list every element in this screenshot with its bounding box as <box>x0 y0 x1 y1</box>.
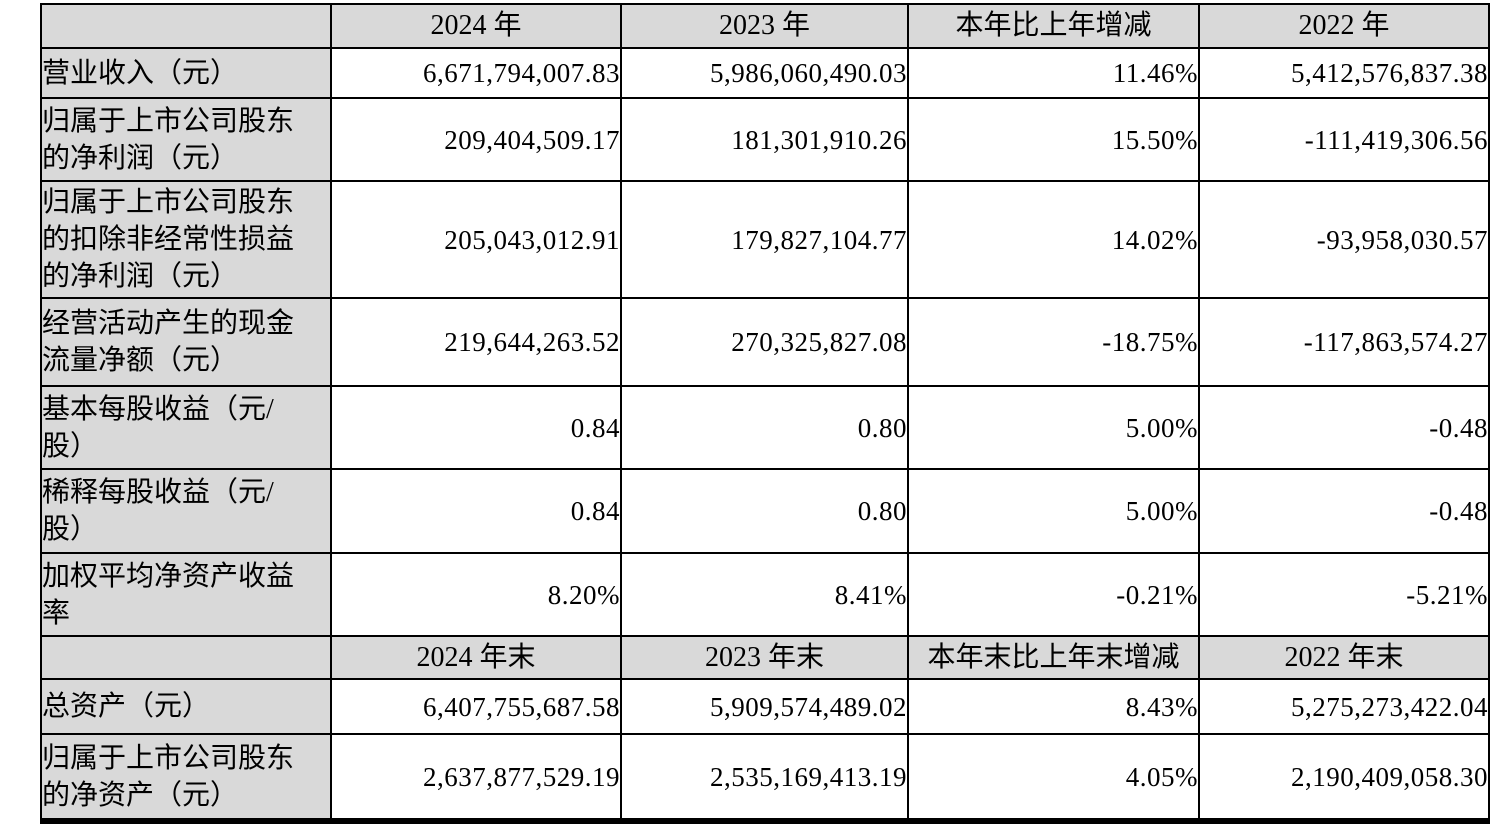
value-2022-cell: 5,412,576,837.38 <box>1198 47 1490 99</box>
value-2023-cell: 181,301,910.26 <box>620 97 909 182</box>
value-2022-cell: -5.21% <box>1198 552 1490 637</box>
value-2023-cell: 179,827,104.77 <box>620 180 909 299</box>
change-cell: 5.00% <box>907 468 1200 554</box>
value-2022-cell: -117,863,574.27 <box>1198 297 1490 387</box>
value-2023-cell: 270,325,827.08 <box>620 297 909 387</box>
header-cell-yearend-change: 本年末比上年末增减 <box>907 635 1200 680</box>
value-2022-cell: -0.48 <box>1198 385 1490 470</box>
value-2022-cell: -0.48 <box>1198 468 1490 554</box>
header-cell-blank <box>40 3 332 49</box>
header-row-annual: 2024 年 2023 年 本年比上年增减 2022 年 <box>40 3 1490 49</box>
row-label-cell: 总资产（元） <box>40 678 332 735</box>
table-row-total-assets: 总资产（元） 6,407,755,687.58 5,909,574,489.02… <box>40 678 1490 735</box>
header-cell-2024-end: 2024 年末 <box>330 635 622 680</box>
change-cell: 14.02% <box>907 180 1200 299</box>
table-row-operating-cash-flow: 经营活动产生的现金 流量净额（元） 219,644,263.52 270,325… <box>40 297 1490 387</box>
row-label-cell: 营业收入（元） <box>40 47 332 99</box>
change-cell: -0.21% <box>907 552 1200 637</box>
table-row-basic-eps: 基本每股收益（元/ 股） 0.84 0.80 5.00% -0.48 <box>40 385 1490 470</box>
header-cell-2022-end: 2022 年末 <box>1198 635 1490 680</box>
row-label-cell: 归属于上市公司股东 的净利润（元） <box>40 97 332 182</box>
value-2024-cell: 2,637,877,529.19 <box>330 733 622 822</box>
header-cell-2023: 2023 年 <box>620 3 909 49</box>
table-row-net-profit-excl-nonrecurring: 归属于上市公司股东 的扣除非经常性损益 的净利润（元） 205,043,012.… <box>40 180 1490 299</box>
change-cell: 15.50% <box>907 97 1200 182</box>
value-2022-cell: -111,419,306.56 <box>1198 97 1490 182</box>
value-2024-cell: 6,671,794,007.83 <box>330 47 622 99</box>
value-2022-cell: -93,958,030.57 <box>1198 180 1490 299</box>
header-cell-2024: 2024 年 <box>330 3 622 49</box>
value-2023-cell: 5,909,574,489.02 <box>620 678 909 735</box>
row-label-cell: 加权平均净资产收益 率 <box>40 552 332 637</box>
change-cell: -18.75% <box>907 297 1200 387</box>
table-row-diluted-eps: 稀释每股收益（元/ 股） 0.84 0.80 5.00% -0.48 <box>40 468 1490 554</box>
change-cell: 5.00% <box>907 385 1200 470</box>
header-row-year-end: 2024 年末 2023 年末 本年末比上年末增减 2022 年末 <box>40 635 1490 680</box>
header-cell-blank <box>40 635 332 680</box>
value-2023-cell: 5,986,060,490.03 <box>620 47 909 99</box>
value-2023-cell: 0.80 <box>620 385 909 470</box>
financial-summary-table: 2024 年 2023 年 本年比上年增减 2022 年 营业收入（元） 6,6… <box>40 3 1490 824</box>
value-2022-cell: 5,275,273,422.04 <box>1198 678 1490 735</box>
table-row-net-profit: 归属于上市公司股东 的净利润（元） 209,404,509.17 181,301… <box>40 97 1490 182</box>
value-2024-cell: 8.20% <box>330 552 622 637</box>
value-2023-cell: 0.80 <box>620 468 909 554</box>
row-label-cell: 基本每股收益（元/ 股） <box>40 385 332 470</box>
value-2022-cell: 2,190,409,058.30 <box>1198 733 1490 822</box>
row-label-cell: 归属于上市公司股东 的扣除非经常性损益 的净利润（元） <box>40 180 332 299</box>
table-row-weighted-avg-roe: 加权平均净资产收益 率 8.20% 8.41% -0.21% -5.21% <box>40 552 1490 637</box>
value-2024-cell: 0.84 <box>330 385 622 470</box>
header-cell-2023-end: 2023 年末 <box>620 635 909 680</box>
change-cell: 11.46% <box>907 47 1200 99</box>
value-2024-cell: 205,043,012.91 <box>330 180 622 299</box>
change-cell: 4.05% <box>907 733 1200 822</box>
header-cell-2022: 2022 年 <box>1198 3 1490 49</box>
value-2023-cell: 8.41% <box>620 552 909 637</box>
change-cell: 8.43% <box>907 678 1200 735</box>
row-label-cell: 经营活动产生的现金 流量净额（元） <box>40 297 332 387</box>
row-label-cell: 归属于上市公司股东 的净资产（元） <box>40 733 332 822</box>
row-label-cell: 稀释每股收益（元/ 股） <box>40 468 332 554</box>
value-2023-cell: 2,535,169,413.19 <box>620 733 909 822</box>
value-2024-cell: 209,404,509.17 <box>330 97 622 182</box>
value-2024-cell: 219,644,263.52 <box>330 297 622 387</box>
table-row-operating-revenue: 营业收入（元） 6,671,794,007.83 5,986,060,490.0… <box>40 47 1490 99</box>
table-row-net-assets: 归属于上市公司股东 的净资产（元） 2,637,877,529.19 2,535… <box>40 733 1490 822</box>
value-2024-cell: 6,407,755,687.58 <box>330 678 622 735</box>
value-2024-cell: 0.84 <box>330 468 622 554</box>
header-cell-yoy-change: 本年比上年增减 <box>907 3 1200 49</box>
